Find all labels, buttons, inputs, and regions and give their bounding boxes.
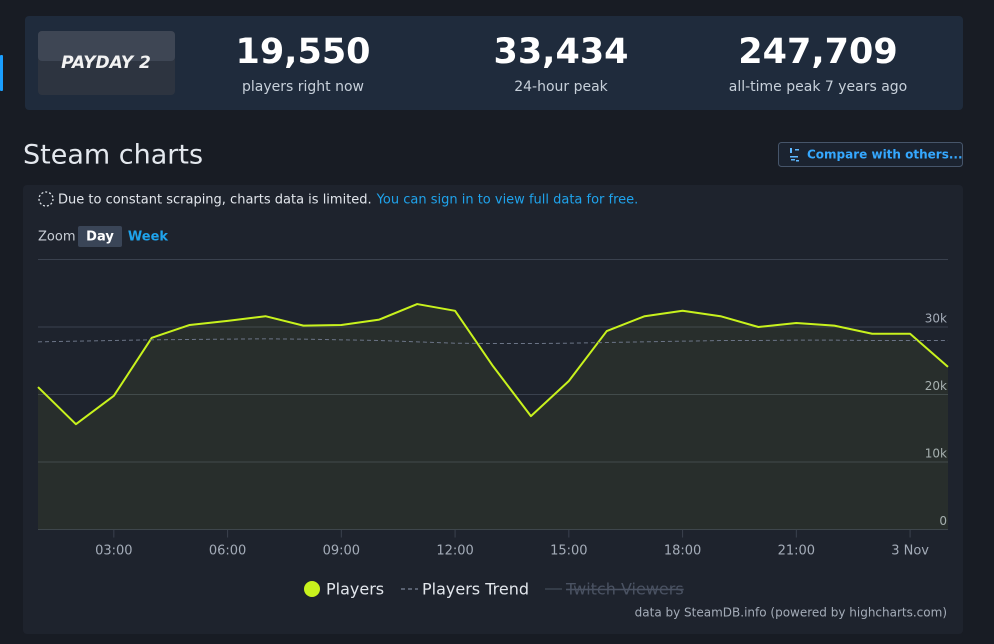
zoom-button[interactable] (78, 226, 122, 247)
stat-value: 19,550 (235, 32, 370, 72)
trend-line (37, 338, 948, 345)
chart-panel (23, 185, 963, 634)
zoom-option[interactable]: Week (128, 230, 169, 245)
area (38, 304, 948, 530)
legend-label[interactable]: Twitch Viewers (565, 580, 684, 599)
image-shade (38, 31, 175, 61)
x-tick-label: 06:00 (209, 544, 246, 559)
stat-value: 33,434 (493, 32, 628, 72)
zoom-label: Zoom (38, 230, 75, 245)
y-tick-label: 20k (925, 379, 947, 393)
x-tick-label: 21:00 (778, 544, 815, 559)
stats-card (25, 16, 963, 110)
stat-label: all-time peak 7 years ago (729, 79, 908, 95)
stat-value: 247,709 (738, 32, 897, 72)
stat-label: 24-hour peak (514, 79, 608, 95)
compare-icon (790, 148, 799, 162)
y-tick-label: 30k (925, 312, 947, 326)
notice-text: Due to constant scraping, charts data is… (58, 193, 372, 208)
compare-button[interactable] (778, 142, 963, 167)
stat-label: players right now (242, 79, 364, 95)
game-logo: PAYDAY 2 (61, 53, 151, 73)
x-tick-label: 12:00 (436, 544, 473, 559)
series-line (37, 303, 949, 426)
compare-text[interactable]: Compare with others... (807, 148, 963, 162)
x-tick-label: 3 Nov (891, 544, 929, 559)
legend-label[interactable]: Players Trend (422, 580, 529, 599)
side-tab (0, 55, 3, 91)
y-tick-label: 10k (925, 447, 947, 461)
credits: data by SteamDB.info (powered by highcha… (635, 606, 947, 620)
legend-label[interactable]: Players (326, 580, 384, 599)
x-tick-label: 09:00 (323, 544, 360, 559)
legend-symbol (304, 581, 320, 597)
x-tick-label: 18:00 (664, 544, 701, 559)
zoom-option[interactable]: Day (86, 230, 114, 245)
y-tick-label: 0 (939, 514, 947, 528)
x-tick-label: 03:00 (95, 544, 132, 559)
x-tick-label: 15:00 (550, 544, 587, 559)
section-title: Steam charts (23, 140, 203, 171)
notice-icon (38, 191, 54, 207)
sign-in-link[interactable]: You can sign in to view full data for fr… (376, 193, 639, 208)
